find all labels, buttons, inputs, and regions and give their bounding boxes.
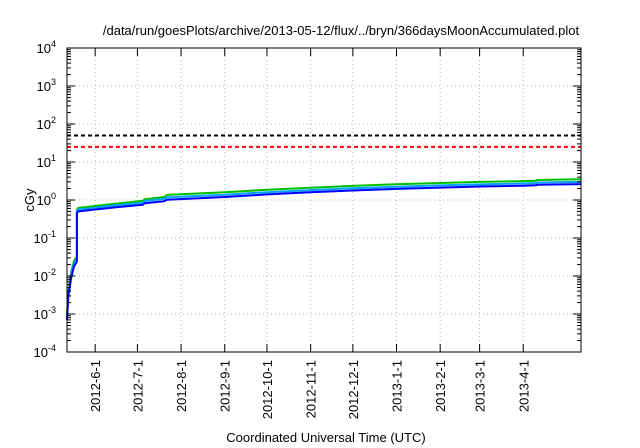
y-tick-label: 102 [37,115,56,132]
x-tick-label: 2012-9-1 [218,360,233,412]
series-lines [66,178,582,320]
x-axis-ticks: 2012-6-1 2012-7-1 2012-8-1 2012-9-1 2012-10-… [88,48,531,419]
y-axis-label: cGy [22,188,37,212]
x-tick-label: 2013-3-1 [473,360,488,412]
y-tick-label: 104 [37,39,56,56]
y-tick-label: 101 [37,153,56,170]
y-tick-label: 100 [37,191,56,208]
x-tick-label: 2012-8-1 [174,360,189,412]
x-tick-label: 2012-12-1 [346,360,361,419]
series-line [66,180,582,318]
y-tick-label: 10-2 [34,267,56,284]
x-axis-label: Coordinated Universal Time (UTC) [226,430,425,445]
x-tick-label: 2012-11-1 [304,360,319,418]
x-tick-label: 2013-4-1 [516,360,531,412]
threshold-lines [67,134,581,148]
x-tick-label: 2013-2-1 [433,360,448,412]
y-tick-label: 10-4 [34,343,56,360]
y-tick-label: 10-1 [34,229,56,246]
x-tick-label: 2013-1-1 [390,360,405,412]
x-tick-label: 2012-6-1 [88,360,103,412]
y-tick-label: 10-3 [34,305,56,322]
y-tick-label: 103 [37,77,56,94]
x-tick-label: 2012-10-1 [260,360,275,419]
chart-title: /data/run/goesPlots/archive/2013-05-12/f… [103,23,580,38]
series-line [66,183,582,320]
x-tick-label: 2012-7-1 [130,360,145,412]
